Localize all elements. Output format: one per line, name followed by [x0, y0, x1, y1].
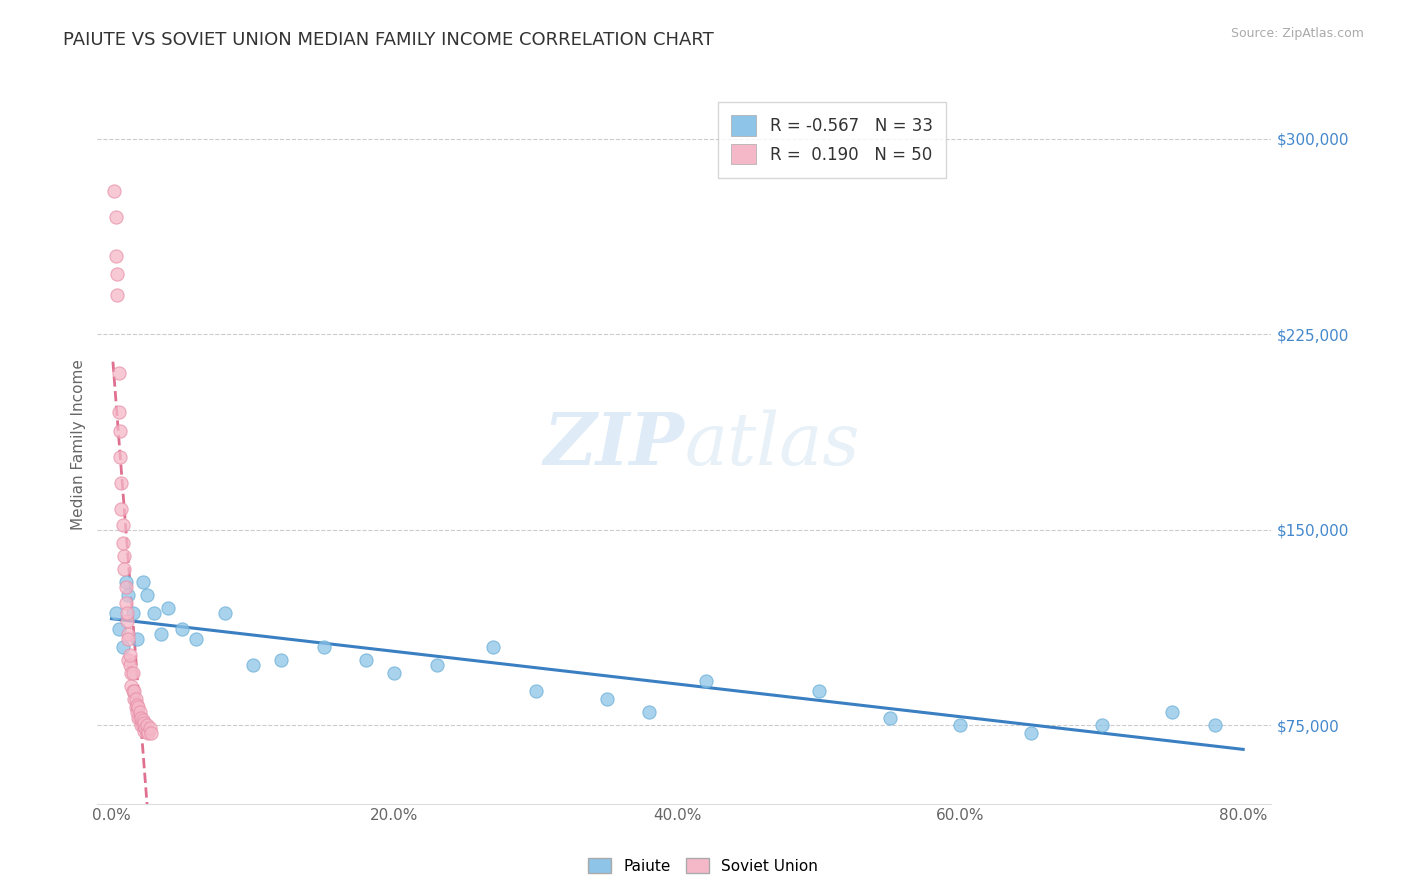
Point [110, 475, 132, 490]
Point [157, 601, 180, 615]
Point [105, 288, 128, 302]
Point [114, 596, 136, 610]
Point [134, 721, 156, 735]
Legend: R = -0.567   N = 33, R =  0.190   N = 50: R = -0.567 N = 33, R = 0.190 N = 50 [718, 102, 946, 178]
Point [1161, 706, 1184, 720]
Point [136, 726, 159, 740]
Point [131, 713, 153, 727]
Point [807, 684, 830, 698]
Point [124, 700, 146, 714]
Point [142, 606, 165, 620]
Point [139, 726, 162, 740]
Point [135, 718, 157, 732]
Point [186, 632, 208, 647]
Point [115, 606, 138, 620]
Point [128, 706, 150, 720]
Point [270, 653, 292, 667]
Point [132, 723, 155, 738]
Point [124, 692, 146, 706]
Point [125, 632, 148, 647]
Point [111, 517, 134, 532]
Point [131, 574, 153, 589]
Point [117, 653, 139, 667]
Point [482, 640, 505, 654]
Point [107, 405, 129, 419]
Legend: Paiute, Soviet Union: Paiute, Soviet Union [582, 852, 824, 880]
Point [118, 658, 141, 673]
Point [384, 666, 406, 681]
Point [135, 723, 157, 738]
Text: atlas: atlas [685, 409, 860, 480]
Text: PAIUTE VS SOVIET UNION MEDIAN FAMILY INCOME CORRELATION CHART: PAIUTE VS SOVIET UNION MEDIAN FAMILY INC… [63, 31, 714, 49]
Point [128, 710, 150, 724]
Point [104, 249, 127, 263]
Point [1091, 718, 1114, 732]
Point [127, 710, 149, 724]
Point [121, 666, 143, 681]
Point [114, 574, 136, 589]
Point [131, 718, 153, 732]
Point [117, 588, 139, 602]
Point [125, 698, 148, 712]
Point [949, 718, 972, 732]
Point [127, 700, 149, 714]
Point [107, 622, 129, 636]
Point [118, 648, 141, 662]
Point [150, 627, 173, 641]
Point [117, 632, 139, 647]
Point [595, 692, 617, 706]
Point [1019, 726, 1042, 740]
Point [111, 536, 134, 550]
Point [242, 658, 264, 673]
Point [125, 706, 148, 720]
Point [104, 606, 127, 620]
Point [122, 684, 145, 698]
Y-axis label: Median Family Income: Median Family Income [72, 359, 86, 531]
Point [426, 658, 449, 673]
Point [110, 502, 132, 516]
Point [638, 706, 661, 720]
Point [114, 580, 136, 594]
Text: ZIP: ZIP [544, 409, 685, 481]
Point [214, 606, 236, 620]
Point [107, 366, 129, 380]
Point [172, 622, 194, 636]
Point [312, 640, 335, 654]
Point [135, 588, 157, 602]
Point [108, 424, 131, 438]
Point [879, 710, 901, 724]
Point [103, 184, 125, 198]
Point [117, 627, 139, 641]
Text: Source: ZipAtlas.com: Source: ZipAtlas.com [1230, 27, 1364, 40]
Point [108, 450, 131, 464]
Point [132, 715, 155, 730]
Point [138, 721, 160, 735]
Point [129, 710, 152, 724]
Point [120, 679, 142, 693]
Point [104, 210, 127, 224]
Point [121, 684, 143, 698]
Point [695, 673, 717, 688]
Point [120, 666, 142, 681]
Point [1204, 718, 1226, 732]
Point [111, 640, 134, 654]
Point [129, 718, 152, 732]
Point [354, 653, 377, 667]
Point [122, 692, 145, 706]
Point [115, 614, 138, 628]
Point [524, 684, 547, 698]
Point [112, 549, 135, 563]
Point [105, 267, 128, 281]
Point [112, 562, 135, 576]
Point [121, 606, 143, 620]
